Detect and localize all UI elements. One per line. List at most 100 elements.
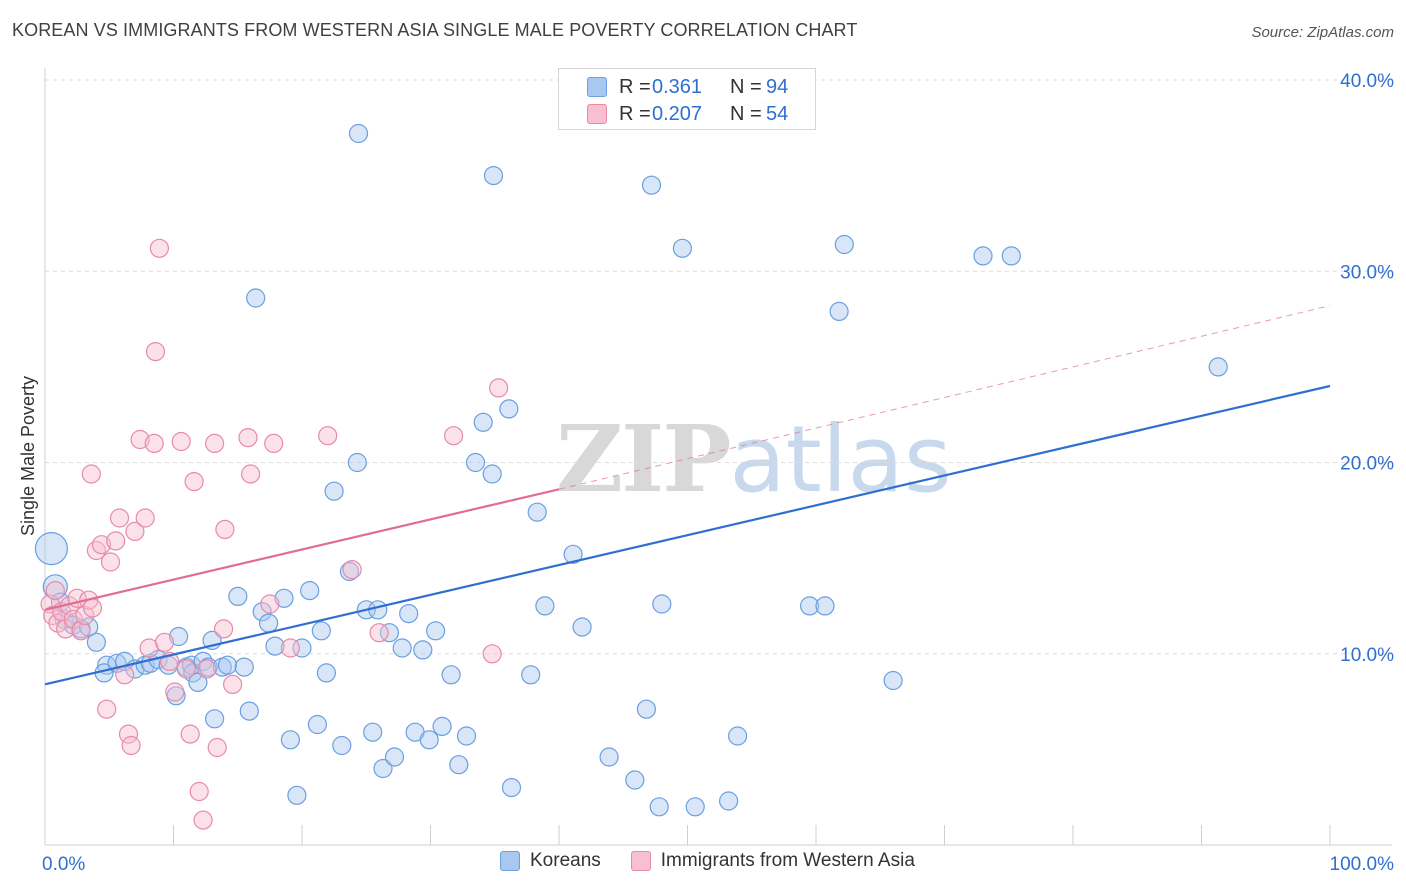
legend-swatch-koreans — [500, 851, 520, 871]
legend-item-western-asia[interactable]: Immigrants from Western Asia — [630, 850, 915, 872]
point-koreans — [834, 234, 854, 255]
point-koreans — [449, 755, 469, 775]
point-koreans — [482, 464, 502, 484]
r-label: R = — [619, 102, 651, 125]
point-koreans — [252, 602, 272, 622]
point-western-asia — [149, 238, 169, 258]
point-koreans — [527, 502, 547, 522]
point-western-asia — [197, 659, 217, 679]
point-western-asia — [342, 559, 362, 580]
n-value: 54 — [766, 102, 789, 125]
point-koreans — [234, 657, 254, 677]
point-western-asia — [115, 665, 135, 685]
point-western-asia — [207, 737, 227, 758]
point-koreans — [1001, 246, 1021, 266]
point-western-asia — [184, 472, 204, 492]
point-koreans — [563, 544, 583, 564]
point-western-asia — [145, 342, 166, 362]
x-tick-label: 0.0% — [42, 854, 85, 875]
axes — [44, 68, 1392, 846]
point-western-asia — [223, 674, 243, 695]
point-koreans — [501, 777, 522, 798]
point-western-asia — [125, 521, 145, 542]
stats-swatch-koreans — [587, 77, 607, 97]
point-western-asia — [241, 464, 261, 484]
point-western-asia — [215, 519, 235, 540]
point-koreans — [228, 586, 248, 607]
point-koreans — [426, 621, 446, 641]
point-western-asia — [144, 433, 164, 453]
point-koreans — [274, 588, 294, 608]
x-tick-label: 100.0% — [1330, 854, 1395, 875]
point-koreans — [636, 699, 657, 719]
point-koreans — [829, 301, 849, 321]
point-western-asia — [369, 623, 389, 643]
point-koreans — [649, 797, 669, 817]
stats-legend: R = 0.361 N = 94 R = 0.207 N = 54 — [558, 68, 816, 130]
stats-swatch-western-asia — [587, 104, 607, 124]
legend-swatch-western-asia — [630, 851, 651, 871]
point-western-asia — [121, 735, 141, 756]
point-western-asia — [106, 531, 126, 551]
point-koreans — [181, 655, 202, 675]
point-koreans — [292, 638, 312, 658]
point-koreans — [535, 596, 555, 616]
point-koreans — [392, 638, 412, 658]
point-western-asia — [91, 535, 112, 555]
point-western-asia — [205, 433, 225, 453]
point-koreans — [316, 663, 336, 683]
point-western-asia — [130, 429, 150, 450]
point-western-asia — [180, 724, 200, 744]
point-koreans — [287, 785, 307, 805]
y-tick-label: 30.0% — [1340, 262, 1394, 283]
point-koreans — [307, 714, 327, 735]
point-koreans — [883, 670, 903, 691]
legend-label-western-asia: Immigrants from Western Asia — [660, 850, 915, 871]
point-koreans — [499, 399, 519, 419]
point-western-asia — [75, 605, 95, 626]
trendline-western-asia-extension — [558, 305, 1331, 490]
n-label: N = — [730, 102, 762, 125]
point-western-asia — [214, 619, 234, 639]
point-koreans — [205, 709, 225, 729]
point-western-asia — [444, 426, 464, 446]
point-western-asia — [55, 619, 76, 639]
point-koreans — [300, 580, 320, 601]
point-koreans — [685, 797, 705, 817]
point-koreans — [169, 626, 189, 647]
point-koreans — [188, 672, 208, 693]
legend-item-koreans[interactable]: Koreans — [500, 850, 601, 872]
point-western-asia — [82, 598, 103, 618]
point-western-asia — [100, 552, 121, 572]
r-value: 0.361 — [652, 75, 703, 98]
point-koreans — [599, 747, 619, 767]
n-value: 94 — [766, 75, 789, 98]
point-koreans — [718, 791, 739, 811]
y-axis-title: Single Male Poverty — [18, 376, 38, 536]
point-koreans — [441, 665, 461, 685]
point-western-asia — [189, 781, 209, 802]
y-tick-label: 20.0% — [1340, 454, 1394, 475]
point-western-asia — [318, 426, 338, 446]
point-koreans — [348, 123, 369, 144]
point-koreans — [332, 735, 352, 756]
point-western-asia — [135, 508, 155, 528]
point-koreans — [259, 613, 279, 633]
point-western-asia — [63, 609, 83, 629]
point-koreans — [379, 623, 399, 643]
point-koreans — [239, 701, 259, 721]
point-koreans — [368, 600, 388, 620]
legend-label-koreans: Koreans — [530, 850, 601, 871]
point-koreans — [465, 452, 486, 473]
point-koreans — [34, 531, 69, 566]
point-western-asia — [45, 580, 65, 601]
point-koreans — [815, 596, 835, 616]
point-koreans — [246, 288, 266, 308]
point-western-asia — [260, 594, 280, 614]
trend-lines — [44, 305, 1331, 686]
point-koreans — [324, 481, 344, 501]
point-western-asia — [154, 632, 175, 652]
point-koreans — [641, 175, 662, 195]
point-koreans — [456, 726, 477, 746]
